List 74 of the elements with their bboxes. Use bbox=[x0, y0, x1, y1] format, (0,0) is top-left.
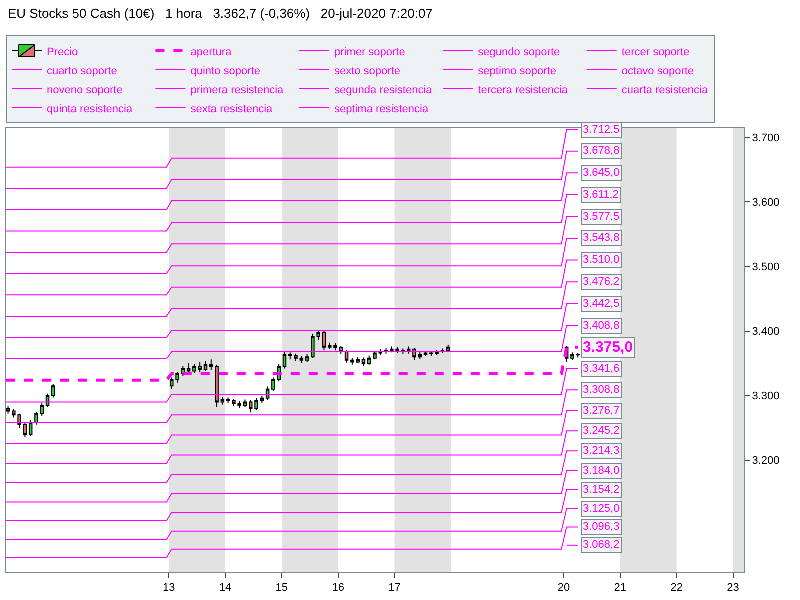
data-label: 3.476,2 bbox=[583, 276, 620, 288]
data-label: 3.510,0 bbox=[583, 254, 620, 266]
candlestick bbox=[52, 384, 56, 398]
candlestick bbox=[204, 360, 208, 372]
data-label: 3.096,3 bbox=[583, 521, 620, 533]
candlestick bbox=[362, 357, 366, 367]
legend-label: quinto soporte bbox=[190, 65, 260, 78]
data-label: 3.068,2 bbox=[583, 539, 620, 551]
x-tick-label: 15 bbox=[276, 582, 288, 594]
x-tick-label: 17 bbox=[388, 582, 401, 594]
candlestick bbox=[282, 351, 287, 370]
candlestick bbox=[6, 406, 10, 414]
data-label: 3.276,7 bbox=[583, 405, 620, 417]
data-label: 3.125,0 bbox=[583, 503, 620, 515]
legend-label: primera resistencia bbox=[190, 84, 285, 96]
data-label: 3.543,8 bbox=[583, 232, 620, 244]
data-label: 3.341,6 bbox=[583, 363, 620, 375]
candlestick bbox=[446, 344, 450, 352]
data-label: 3.645,0 bbox=[583, 167, 620, 179]
y-tick-label: 3.600 bbox=[752, 197, 780, 210]
y-tick-label: 3.200 bbox=[752, 455, 780, 468]
data-label: 3.184,0 bbox=[583, 465, 620, 477]
y-tick-label: 3.400 bbox=[752, 326, 780, 338]
legend-label: tercera resistencia bbox=[478, 84, 569, 96]
candlestick bbox=[322, 330, 326, 352]
chart-title: EU Stocks 50 Cash (10€) 1 hora 3.362,7 (-0,36%) 20-jul-2020 7:20:07 bbox=[8, 6, 433, 22]
data-label: 3.154,2 bbox=[583, 484, 620, 496]
x-tick-label: 16 bbox=[332, 582, 344, 594]
data-label: 3.678,8 bbox=[583, 145, 620, 157]
legend-label: primer soporte bbox=[334, 46, 406, 58]
candlestick bbox=[260, 395, 264, 404]
legend-label: sexta resistencia bbox=[190, 103, 274, 116]
x-tick-label: 13 bbox=[162, 582, 176, 594]
data-label: 3.712,5 bbox=[583, 124, 620, 136]
candlestick bbox=[23, 422, 28, 438]
candlestick bbox=[243, 399, 248, 408]
candlestick bbox=[305, 354, 310, 363]
candlestick bbox=[367, 355, 372, 366]
data-label: 3.245,2 bbox=[583, 425, 620, 437]
y-tick-label: 3.500 bbox=[752, 262, 780, 274]
legend-label: cuarta resistencia bbox=[622, 84, 709, 96]
candlestick bbox=[220, 396, 225, 406]
data-label: 3.214,3 bbox=[583, 445, 620, 457]
x-tick-label: 23 bbox=[727, 582, 740, 594]
data-label: 3.308,8 bbox=[583, 384, 620, 396]
candlestick bbox=[186, 363, 191, 374]
x-tick-label: 14 bbox=[219, 582, 232, 594]
legend-label: apertura bbox=[190, 46, 233, 58]
legend-label: quinta resistencia bbox=[47, 103, 134, 116]
legend-label: Precio bbox=[47, 46, 78, 58]
legend-label: segundo soporte bbox=[478, 46, 560, 58]
legend-label: septima resistencia bbox=[334, 103, 430, 116]
candlestick bbox=[373, 350, 377, 360]
data-label: 3.408,8 bbox=[583, 320, 620, 332]
candlestick bbox=[226, 397, 230, 404]
candlestick bbox=[300, 356, 304, 364]
data-label: 3.577,5 bbox=[583, 211, 620, 223]
legend-label: segunda resistencia bbox=[334, 84, 434, 96]
legend-label: septimo soporte bbox=[478, 65, 556, 78]
legend-label: cuarto soporte bbox=[47, 65, 118, 78]
legend-label: sexto soporte bbox=[334, 65, 400, 78]
y-tick-label: 3.700 bbox=[752, 132, 780, 145]
candlestick bbox=[424, 350, 428, 357]
x-tick-label: 20 bbox=[558, 582, 570, 594]
data-label: 3.611,2 bbox=[583, 189, 619, 201]
legend-label: noveno soporte bbox=[47, 84, 123, 96]
x-tick-label: 22 bbox=[670, 582, 683, 594]
legend-label: octavo soporte bbox=[622, 65, 694, 78]
candlestick bbox=[418, 351, 422, 360]
x-tick-label: 21 bbox=[614, 582, 627, 594]
legend-label: tercer soporte bbox=[622, 46, 690, 58]
y-tick-label: 3.300 bbox=[752, 390, 780, 403]
data-label: 3.442,5 bbox=[583, 298, 620, 310]
data-label: 3.375,0 bbox=[583, 339, 634, 356]
